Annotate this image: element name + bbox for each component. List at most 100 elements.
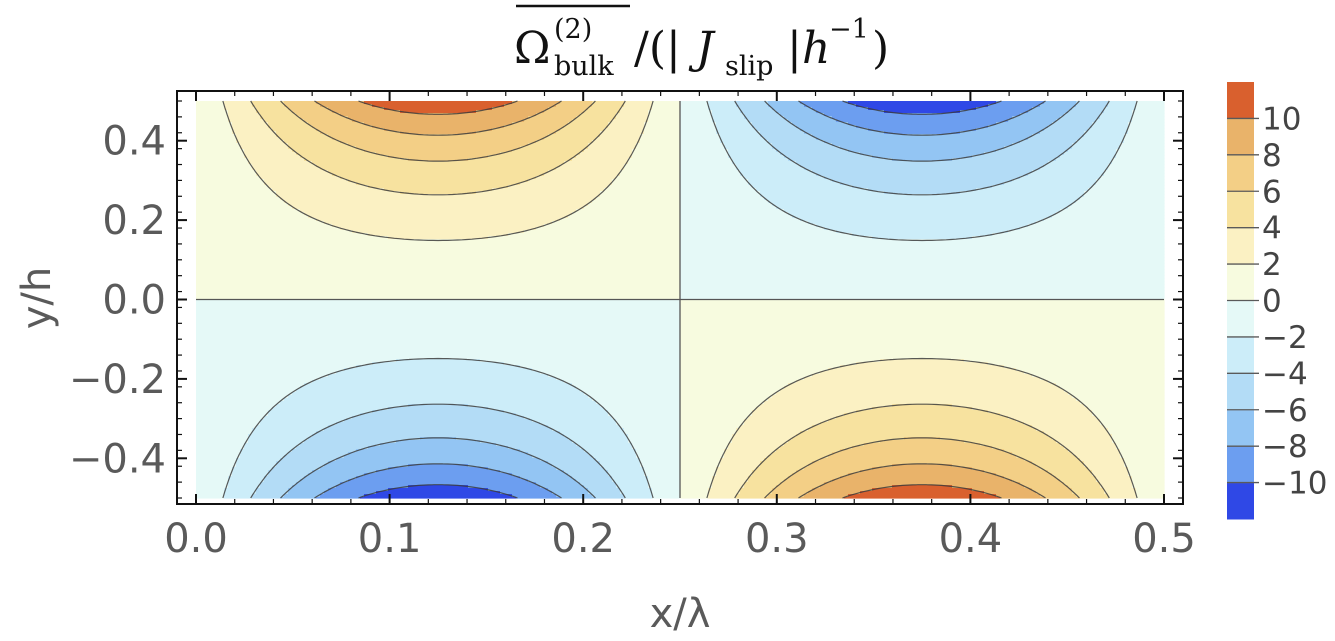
- contour-band-cell: [512, 101, 561, 105]
- contour-band-cell: [952, 464, 1037, 468]
- contour-band-cell: [620, 425, 681, 429]
- contour-band-cell: [680, 101, 709, 105]
- contour-band-cell: [612, 179, 681, 183]
- contour-band-cell: [592, 140, 641, 144]
- contour-band-cell: [680, 227, 825, 231]
- contour-band-cell: [680, 383, 789, 387]
- contour-band-cell: [716, 131, 761, 135]
- contour-band-cell: [396, 440, 481, 444]
- contour-band-cell: [196, 347, 681, 351]
- contour-band-cell: [1040, 494, 1077, 498]
- contour-band-cell: [772, 203, 1073, 207]
- contour-band-cell: [680, 464, 721, 468]
- contour-band-cell: [352, 416, 525, 420]
- contour-band-cell: [248, 440, 305, 444]
- contour-band-cell: [652, 101, 681, 105]
- contour-band-cell: [680, 437, 733, 441]
- contour-band-cell: [548, 461, 601, 465]
- contour-band-cell: [564, 125, 609, 129]
- contour-band-cell: [260, 116, 301, 120]
- contour-band-cell: [276, 461, 329, 465]
- contour-band-cell: [952, 404, 1085, 408]
- contour-band-cell: [740, 491, 773, 495]
- contour-band-cell: [1128, 470, 1165, 474]
- contour-band-cell: [732, 440, 789, 444]
- colorbar-tick-label: 4: [1262, 211, 1282, 247]
- contour-band-cell: [848, 149, 997, 153]
- contour-band-cell: [1096, 119, 1133, 123]
- contour-band-cell: [776, 149, 849, 153]
- contour-band-cell: [600, 191, 681, 195]
- contour-band-cell: [972, 407, 1089, 411]
- contour-band-cell: [824, 176, 1021, 180]
- contour-band-cell: [708, 491, 741, 495]
- contour-band-cell: [996, 494, 1041, 498]
- contour-band-cell: [1096, 476, 1133, 480]
- contour-band-cell: [680, 173, 741, 177]
- colorbar-band: [1227, 264, 1254, 301]
- contour-band-cell: [624, 431, 681, 435]
- contour-band-cell: [340, 482, 537, 486]
- contour-band-cell: [784, 479, 833, 483]
- contour-band-cell: [1092, 473, 1129, 477]
- contour-band-cell: [972, 488, 1033, 492]
- contour-band-cell: [500, 152, 581, 156]
- contour-band-cell: [196, 161, 249, 165]
- contour-band-cell: [680, 413, 753, 417]
- contour-band-cell: [984, 152, 1065, 156]
- contour-band-cell: [680, 356, 1165, 360]
- contour-band-cell: [680, 344, 1165, 348]
- contour-band-cell: [292, 206, 585, 210]
- colorbar-tick-label: −8: [1262, 429, 1308, 465]
- contour-band-cell: [328, 134, 549, 138]
- contour-band-cell: [680, 494, 709, 498]
- contour-band-cell: [648, 482, 681, 486]
- contour-band-cell: [752, 470, 797, 474]
- contour-band-cell: [548, 488, 589, 492]
- y-axis-label: y/h: [14, 267, 60, 330]
- contour-band-cell: [196, 254, 681, 258]
- contour-band-cell: [1068, 485, 1101, 489]
- contour-band-cell: [228, 110, 257, 114]
- contour-band-cell: [804, 494, 849, 498]
- contour-band-cell: [1068, 392, 1165, 396]
- contour-band-cell: [232, 125, 269, 129]
- contour-band-cell: [608, 125, 645, 129]
- contour-band-cell: [604, 128, 645, 132]
- contour-band-cell: [624, 164, 681, 168]
- contour-band-cell: [1008, 230, 1165, 234]
- contour-band-cell: [636, 449, 681, 453]
- contour-band-cell: [796, 434, 1049, 438]
- contour-band-cell: [892, 404, 953, 408]
- contour-band-cell: [608, 122, 645, 126]
- contour-band-cell: [232, 467, 273, 471]
- contour-band-cell: [788, 476, 841, 480]
- contour-band-cell: [196, 224, 333, 228]
- contour-band-cell: [196, 266, 681, 270]
- contour-band-cell: [548, 170, 621, 174]
- contour-band-cell: [328, 170, 549, 174]
- contour-band-cell: [512, 149, 585, 153]
- contour-band-cell: [324, 491, 377, 495]
- contour-band-cell: [1116, 152, 1165, 156]
- contour-band-cell: [680, 428, 737, 432]
- x-tick-label: 0.5: [1132, 516, 1196, 562]
- contour-band-cell: [1116, 443, 1165, 447]
- contour-band-cell: [800, 164, 1045, 168]
- contour-band-cell: [740, 488, 773, 492]
- contour-band-cell: [1004, 146, 1073, 150]
- contour-band-cell: [196, 458, 237, 462]
- contour-band-cell: [196, 284, 681, 288]
- contour-band-cell: [616, 485, 649, 489]
- contour-band-cell: [780, 389, 1065, 393]
- contour-band-cell: [196, 329, 681, 333]
- contour-band-cell: [332, 110, 401, 114]
- contour-band-cell: [288, 395, 589, 399]
- contour-band-cell: [1116, 149, 1165, 153]
- contour-band-cell: [680, 473, 717, 477]
- contour-band-cell: [1052, 122, 1093, 126]
- contour-band-cell: [868, 107, 977, 111]
- contour-band-cell: [736, 431, 801, 435]
- contour-band-cell: [680, 194, 761, 198]
- contour-band-cell: [564, 434, 629, 438]
